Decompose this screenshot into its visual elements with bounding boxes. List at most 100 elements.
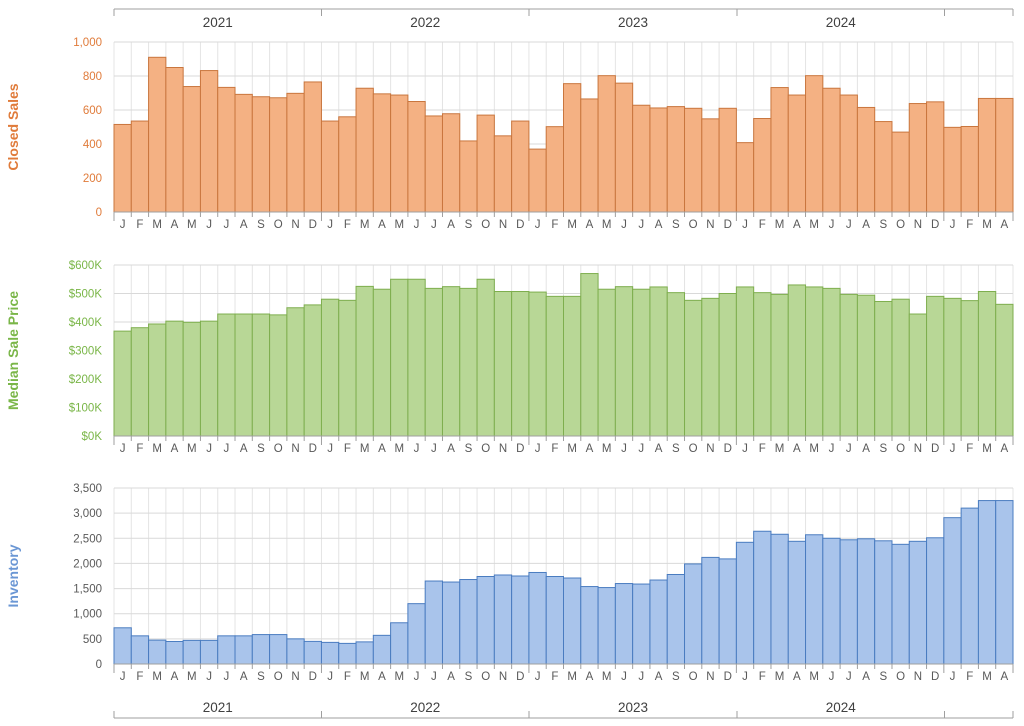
- bar: [182, 639, 201, 665]
- month-label: J: [431, 443, 437, 455]
- bar: [822, 537, 841, 665]
- bottom-year-label-2023: 2023: [618, 700, 648, 715]
- month-label: A: [1001, 671, 1009, 683]
- month-label: A: [378, 219, 386, 231]
- y-tick-label: 1,500: [73, 584, 102, 596]
- month-label: J: [829, 671, 835, 683]
- month-label: N: [706, 443, 714, 455]
- bar: [320, 641, 340, 665]
- bar: [459, 287, 478, 437]
- month-label: O: [896, 443, 905, 455]
- month-label: F: [966, 219, 973, 231]
- bar: [701, 556, 720, 665]
- month-label: S: [880, 443, 888, 455]
- month-label: O: [274, 671, 283, 683]
- month-label: O: [689, 671, 698, 683]
- month-label: M: [809, 443, 819, 455]
- bar: [511, 120, 530, 213]
- bar: [113, 330, 132, 437]
- month-label: M: [567, 219, 577, 231]
- bar: [666, 573, 686, 665]
- month-label: A: [171, 219, 179, 231]
- bar: [303, 304, 322, 437]
- bar: [649, 286, 668, 437]
- bar: [493, 574, 513, 665]
- month-label: J: [846, 671, 852, 683]
- bar: [493, 291, 513, 437]
- bar: [182, 321, 201, 437]
- bar: [787, 94, 807, 213]
- month-label: A: [793, 671, 801, 683]
- bar: [269, 634, 288, 665]
- y-tick-label: 400: [83, 139, 102, 151]
- month-label: S: [257, 219, 265, 231]
- y-tick-label: 800: [83, 71, 102, 83]
- bar: [459, 140, 478, 213]
- bar: [338, 642, 357, 665]
- bar: [684, 563, 703, 665]
- month-label: F: [136, 671, 143, 683]
- y-tick-label: $600K: [69, 260, 103, 272]
- month-label: A: [1001, 219, 1009, 231]
- bar: [649, 107, 668, 213]
- bar: [130, 327, 150, 437]
- month-label: D: [724, 671, 732, 683]
- bar: [718, 558, 737, 665]
- y-tick-label: 200: [83, 173, 102, 185]
- month-label: M: [982, 671, 992, 683]
- month-label: D: [309, 443, 317, 455]
- month-label: D: [516, 671, 524, 683]
- bar: [303, 81, 322, 213]
- bar: [182, 86, 201, 213]
- bar: [597, 75, 616, 213]
- month-label: S: [465, 671, 473, 683]
- bar: [251, 313, 271, 437]
- bar: [943, 517, 962, 665]
- month-label: J: [638, 443, 644, 455]
- month-label: A: [586, 671, 594, 683]
- month-label: F: [344, 443, 351, 455]
- y-tick-label: 2,500: [73, 533, 102, 545]
- top-year-label-2024: 2024: [826, 15, 857, 30]
- month-label: F: [344, 671, 351, 683]
- month-label: M: [187, 671, 197, 683]
- bar: [424, 115, 443, 213]
- bar: [165, 640, 184, 665]
- month-label: A: [793, 219, 801, 231]
- month-label: N: [499, 671, 507, 683]
- bar: [891, 298, 910, 437]
- month-label: N: [499, 443, 507, 455]
- month-label: F: [759, 219, 766, 231]
- bar: [338, 299, 357, 437]
- bar: [597, 587, 616, 665]
- bar: [822, 87, 841, 213]
- bar: [476, 114, 495, 213]
- bar: [199, 320, 219, 437]
- month-label: J: [621, 671, 627, 683]
- month-label: J: [638, 671, 644, 683]
- bar: [684, 107, 703, 213]
- bottom-year-label-2024: 2024: [826, 700, 857, 715]
- month-label: J: [535, 443, 541, 455]
- bar: [735, 286, 755, 437]
- bar: [822, 287, 841, 437]
- month-label: J: [327, 671, 333, 683]
- bar: [563, 577, 582, 665]
- bar: [805, 75, 824, 213]
- y-tick-label: 0: [96, 659, 102, 671]
- bar: [286, 92, 305, 213]
- bar: [614, 286, 634, 437]
- bar: [614, 583, 634, 665]
- month-label: M: [394, 443, 404, 455]
- bar: [908, 540, 928, 665]
- y-tick-label: 1,000: [73, 37, 102, 49]
- month-label: A: [655, 443, 663, 455]
- bar: [286, 638, 305, 665]
- month-label: M: [775, 671, 785, 683]
- bar: [926, 537, 945, 665]
- month-label: M: [187, 219, 197, 231]
- bar: [303, 640, 322, 665]
- bar: [960, 507, 979, 665]
- bar: [649, 579, 668, 665]
